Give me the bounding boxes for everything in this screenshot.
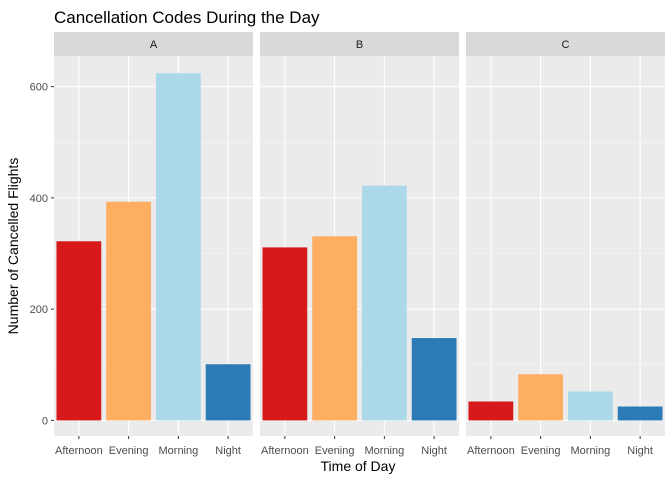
- x-tick-label: Night: [421, 445, 447, 457]
- x-tick-label: Evening: [521, 445, 561, 457]
- facet-strip-label: A: [150, 39, 158, 51]
- bar-b-morning: [361, 185, 407, 421]
- x-tick-label: Afternoon: [467, 445, 515, 457]
- x-tick-label: Afternoon: [261, 445, 309, 457]
- x-tick-label: Morning: [365, 445, 405, 457]
- bar-b-night: [411, 338, 457, 421]
- facet-strip: [466, 32, 665, 56]
- x-tick-label: Evening: [109, 445, 149, 457]
- x-tick-label: Night: [627, 445, 653, 457]
- y-tick-label: 200: [30, 304, 48, 316]
- facet-strip: [260, 32, 459, 56]
- bar-a-afternoon: [56, 241, 102, 421]
- facet-strip-label: C: [562, 39, 570, 51]
- panel-background: [466, 56, 665, 436]
- bar-c-night: [617, 406, 663, 421]
- bar-b-evening: [312, 236, 358, 421]
- x-axis-title: Time of Day: [321, 458, 396, 474]
- x-tick-label: Morning: [159, 445, 199, 457]
- bar-b-afternoon: [262, 247, 308, 421]
- x-tick-label: Evening: [315, 445, 355, 457]
- y-tick-label: 400: [30, 193, 48, 205]
- x-tick-label: Night: [215, 445, 241, 457]
- bar-a-morning: [155, 73, 201, 421]
- bar-c-morning: [567, 391, 613, 421]
- plot-area: A Afternoon Evening Morning Night B Afternoon E…: [30, 32, 665, 457]
- facet-strip: [54, 32, 253, 56]
- chart-title: Cancellation Codes During the Day: [54, 8, 320, 27]
- bar-c-afternoon: [468, 401, 514, 421]
- bar-c-evening: [518, 374, 564, 421]
- facet-panel-b: B Afternoon Evening Morning Night: [260, 32, 459, 457]
- facet-panel-a: A Afternoon Evening Morning Night: [54, 32, 253, 457]
- x-tick-label: Morning: [571, 445, 611, 457]
- bar-a-evening: [106, 201, 152, 421]
- facet-panel-c: C Afternoon Evening Morning Night: [466, 32, 665, 457]
- facet-strip-label: B: [356, 39, 363, 51]
- x-tick-label: Afternoon: [55, 445, 103, 457]
- bar-a-night: [205, 364, 251, 421]
- y-tick-label: 600: [30, 82, 48, 94]
- y-axis-title: Number of Cancelled Flights: [5, 158, 21, 335]
- y-tick-label: 0: [42, 415, 48, 427]
